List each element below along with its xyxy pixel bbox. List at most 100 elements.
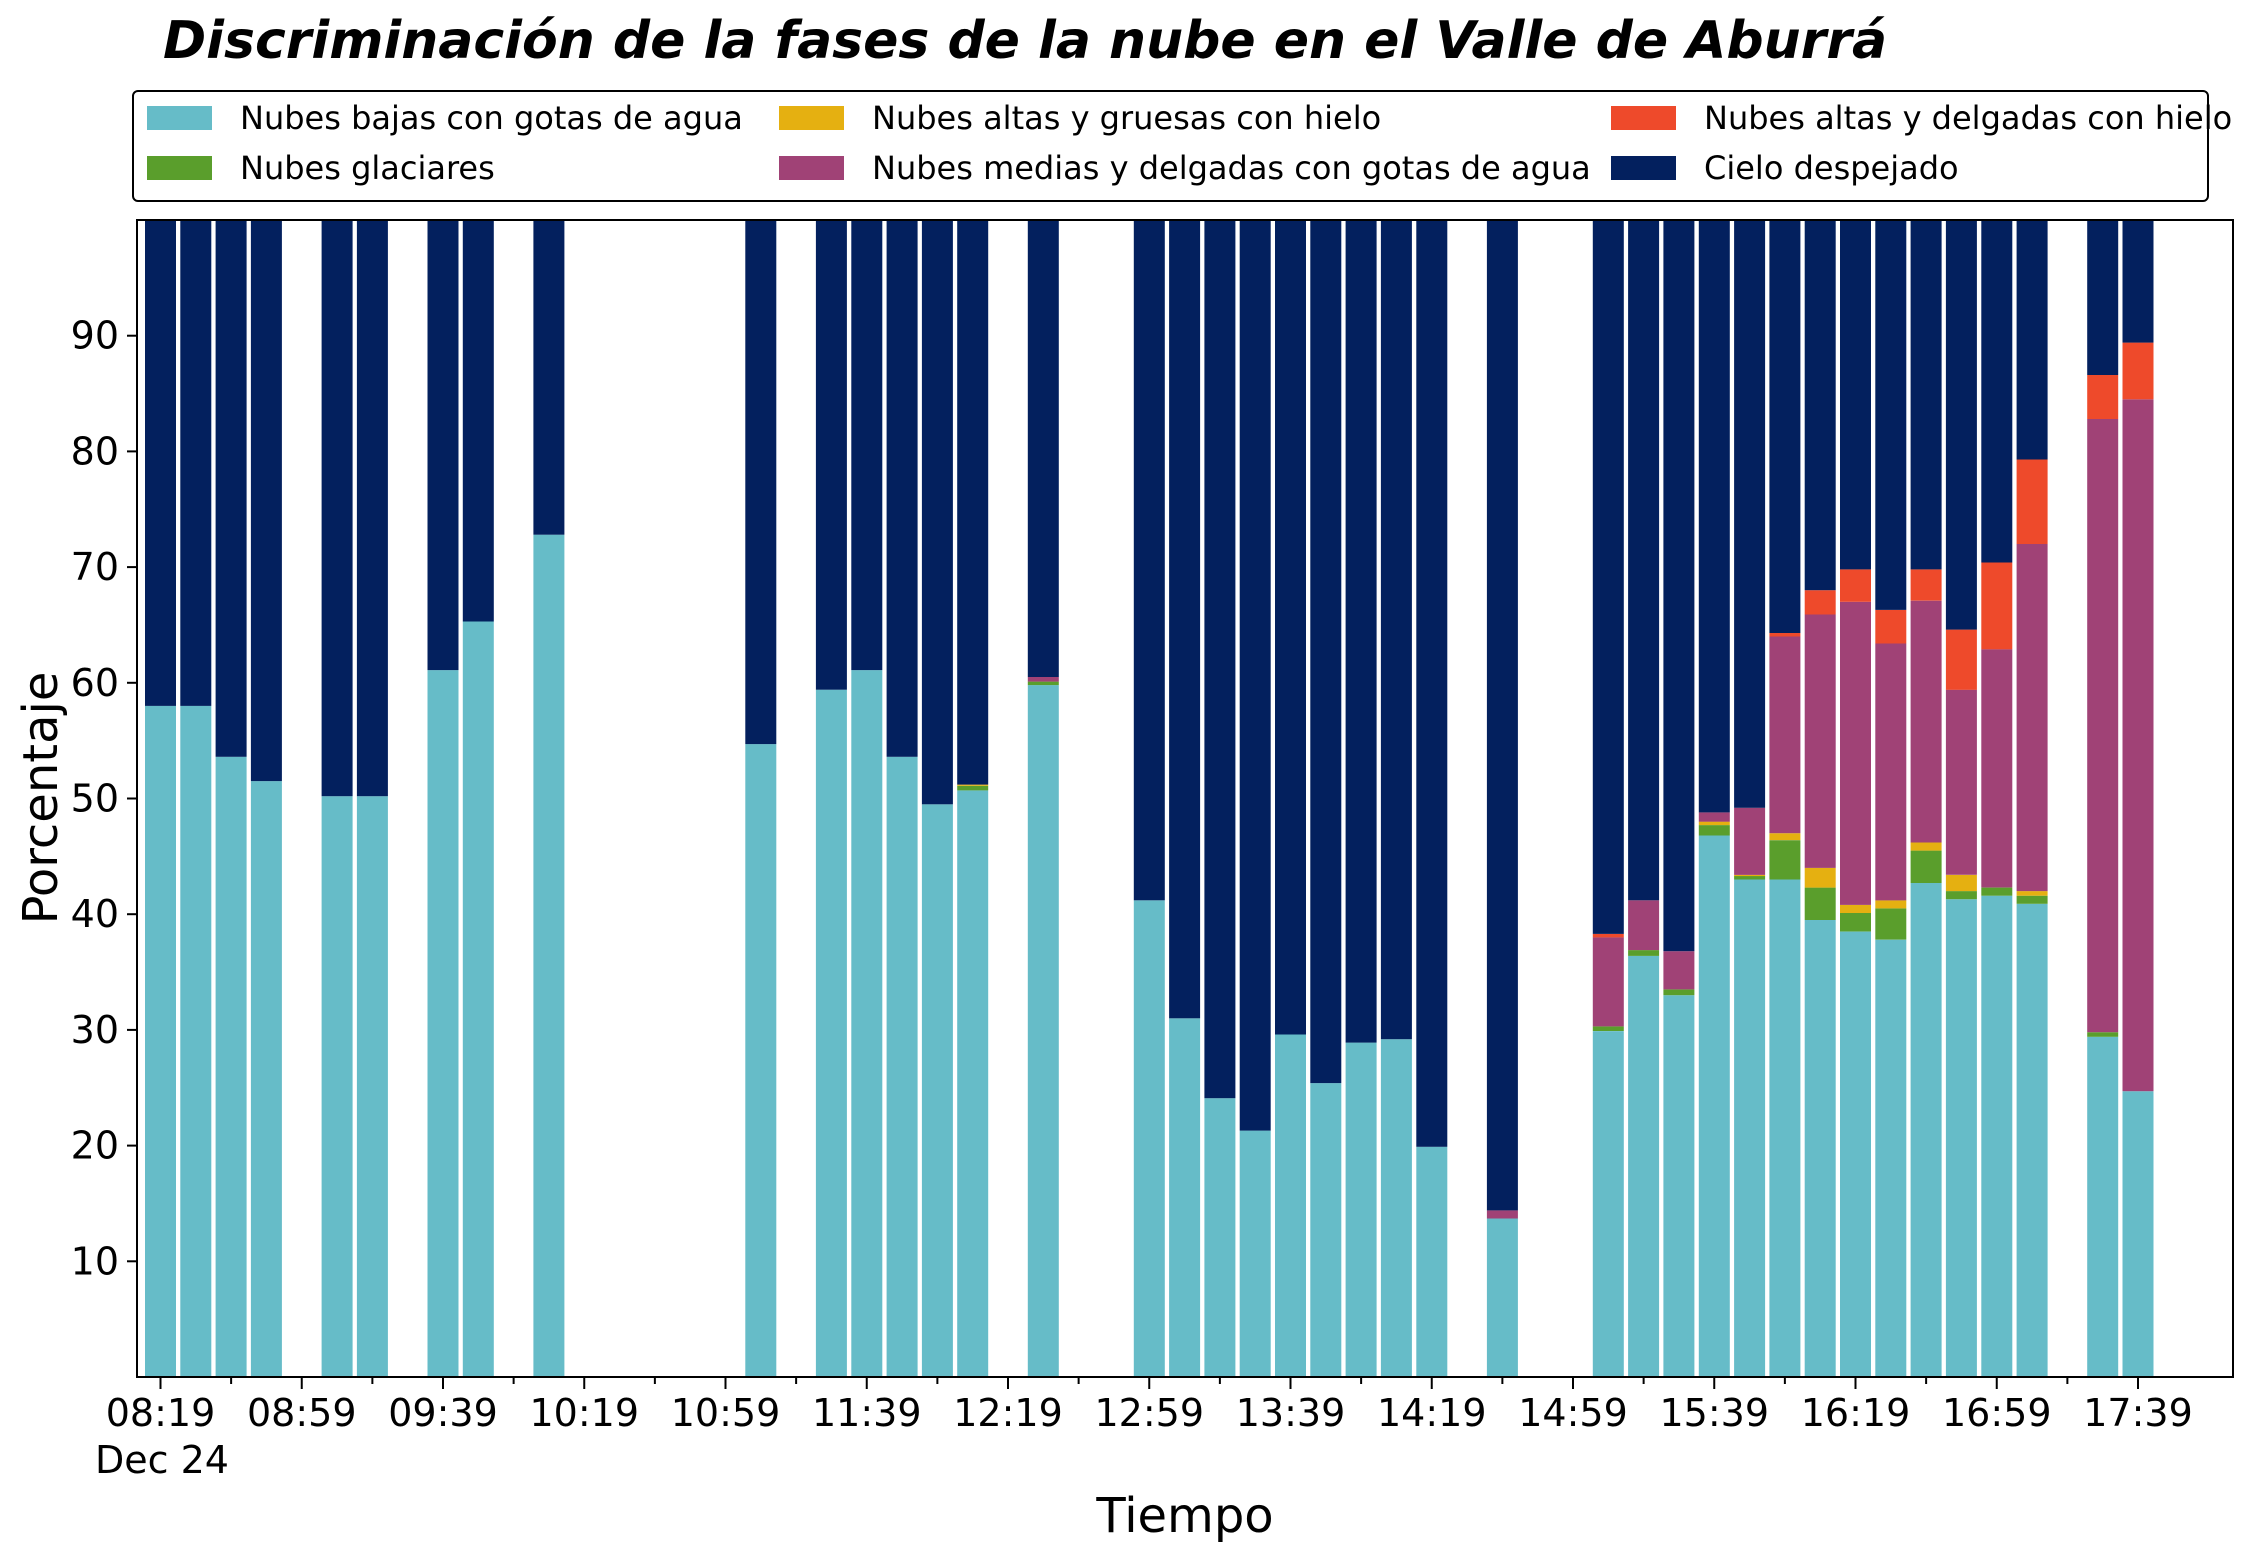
bar-segment-mid-thin-water xyxy=(1486,1210,1518,1219)
bar-segment-mid-thin-water xyxy=(1840,601,1871,905)
x-tick-label: 11:39 xyxy=(812,1391,922,1435)
bar-segment-low-water xyxy=(1169,1018,1201,1377)
bar-segment-low-water xyxy=(1910,883,1942,1377)
bar-segment-clear-sky xyxy=(1310,220,1342,1084)
bar-segment-high-thin-ice xyxy=(1875,609,1907,644)
bar-segment-low-water xyxy=(1698,835,1730,1377)
x-tick-label: 10:19 xyxy=(529,1391,639,1435)
bar-segment-low-water xyxy=(1804,920,1836,1377)
x-tick-label: 12:59 xyxy=(1094,1391,1204,1435)
bar-segment-low-water xyxy=(1945,899,1977,1377)
legend-swatch-mid-thin-water xyxy=(779,156,844,180)
bar-segment-mid-thin-water xyxy=(1734,807,1766,875)
y-tick-label: 60 xyxy=(71,661,119,705)
bar-segment-mid-thin-water xyxy=(2087,419,2119,1033)
bar-segment-mid-thin-water xyxy=(2122,399,2154,1092)
bar-segment-low-water xyxy=(250,781,282,1377)
bar-segment-low-water xyxy=(215,756,247,1377)
bar-segment-low-water xyxy=(427,670,459,1377)
bar-segment-glacial xyxy=(1027,681,1059,686)
bar-segment-mid-thin-water xyxy=(2016,544,2048,892)
bar-segment-high-thick-ice xyxy=(1769,833,1801,841)
bar-segment-clear-sky xyxy=(145,220,176,706)
bar-segment-clear-sky xyxy=(1734,220,1766,808)
x-tick-label: 17:39 xyxy=(2083,1391,2193,1435)
bar-segment-low-water xyxy=(1628,955,1660,1377)
bar-segment-clear-sky xyxy=(957,220,989,785)
bar-segment-low-water xyxy=(1981,895,2013,1377)
bar-segment-low-water xyxy=(533,534,565,1377)
bar-segment-glacial xyxy=(1945,891,1977,900)
legend-swatch-clear-sky xyxy=(1611,156,1676,180)
bar-segment-high-thin-ice xyxy=(1981,562,2013,650)
bar-segment-high-thick-ice xyxy=(1840,904,1871,913)
bar-segment-high-thick-ice xyxy=(957,784,989,786)
bar-segment-high-thin-ice xyxy=(1840,569,1871,602)
bar-segment-low-water xyxy=(180,705,212,1377)
bar-segment-low-water xyxy=(2016,903,2048,1377)
bar-segment-clear-sky xyxy=(1769,220,1801,633)
bar-segment-glacial xyxy=(1875,908,1907,940)
bar-segment-mid-thin-water xyxy=(1769,636,1801,834)
bar-segment-glacial xyxy=(1981,887,2013,896)
x-tick-label: 08:19 xyxy=(106,1391,216,1435)
bar-segment-low-water xyxy=(1345,1042,1377,1377)
bar-segment-low-water xyxy=(815,689,847,1377)
bar-segment-clear-sky xyxy=(533,220,565,535)
bar-segment-clear-sky xyxy=(321,220,353,797)
bar-segment-low-water xyxy=(886,756,918,1377)
x-tick-label: 08:59 xyxy=(247,1391,357,1435)
bar-segment-low-water xyxy=(1416,1146,1448,1377)
y-tick-label: 70 xyxy=(71,545,119,589)
x-tick-label: 14:19 xyxy=(1377,1391,1487,1435)
bar-segment-low-water xyxy=(745,744,777,1377)
bar-segment-clear-sky xyxy=(1910,220,1942,570)
bar-segment-clear-sky xyxy=(215,220,247,757)
bar-segment-clear-sky xyxy=(745,220,777,745)
x-tick-label: 14:59 xyxy=(1518,1391,1628,1435)
bar-segment-clear-sky xyxy=(1875,220,1907,610)
y-axis: 10 20 30 40 50 60 70 80 90 xyxy=(71,314,137,1283)
bar-segment-glacial xyxy=(1663,989,1695,996)
bar-segment-low-water xyxy=(1592,1031,1624,1377)
bar-segment-clear-sky xyxy=(851,220,883,671)
bar-segment-low-water xyxy=(2087,1036,2119,1377)
legend: Nubes bajas con gotas de agua Nubes glaci… xyxy=(132,90,2232,202)
x-tick-label: 16:19 xyxy=(1801,1391,1911,1435)
bar-segment-high-thin-ice xyxy=(1910,569,1942,601)
bar-segment-mid-thin-water xyxy=(1945,689,1977,875)
bar-segment-low-water xyxy=(356,796,388,1377)
bar-segment-low-water xyxy=(1275,1034,1306,1377)
bar-segment-low-water xyxy=(321,796,353,1377)
legend-label-low-water: Nubes bajas con gotas de agua xyxy=(240,99,743,137)
bar-segment-clear-sky xyxy=(356,220,388,797)
bar-segment-clear-sky xyxy=(1804,220,1836,591)
bar-segment-mid-thin-water xyxy=(1027,677,1059,682)
bar-segment-clear-sky xyxy=(2087,220,2119,375)
bar-segment-low-water xyxy=(462,621,494,1377)
bar-segment-mid-thin-water xyxy=(1910,600,1942,843)
y-axis-label: Porcentaje xyxy=(13,672,69,925)
bar-segment-glacial xyxy=(1628,950,1660,956)
bar-segment-low-water xyxy=(1734,879,1766,1377)
legend-swatch-glacial xyxy=(147,156,212,180)
bar-segment-clear-sky xyxy=(1133,220,1165,901)
legend-swatch-high-thin-ice xyxy=(1611,106,1676,130)
bar-segment-clear-sky xyxy=(2122,220,2154,343)
bar-segment-high-thick-ice xyxy=(1945,874,1977,892)
x-tick-label: 15:39 xyxy=(1659,1391,1769,1435)
legend-label-glacial: Nubes glaciares xyxy=(240,149,495,187)
bar-segment-low-water xyxy=(1204,1098,1236,1377)
bar-segment-high-thin-ice xyxy=(2122,342,2154,400)
bar-segment-high-thick-ice xyxy=(1698,821,1730,826)
legend-swatch-high-thick-ice xyxy=(779,106,844,130)
bar-segment-clear-sky xyxy=(1945,220,1977,630)
bar-segment-high-thin-ice xyxy=(1804,590,1836,615)
bar-segment-high-thin-ice xyxy=(1592,933,1624,938)
y-tick-label: 30 xyxy=(71,1008,119,1052)
bar-segment-low-water xyxy=(1840,931,1871,1377)
date-label: Dec 24 xyxy=(95,1438,229,1482)
bar-segment-mid-thin-water xyxy=(1663,951,1695,990)
x-axis-label: Tiempo xyxy=(1095,1488,1273,1544)
